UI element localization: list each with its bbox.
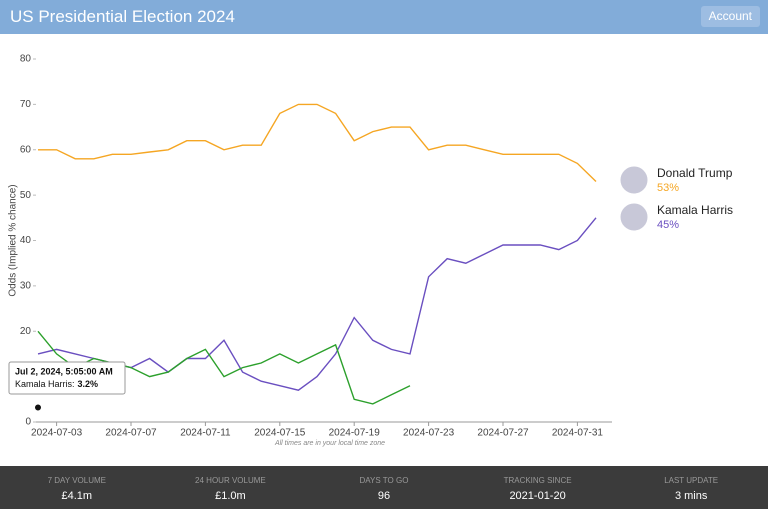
header: US Presidential Election 2024 Account	[0, 0, 768, 34]
x-tick-label: 2024-07-11	[180, 428, 231, 439]
stat-value: £1.0m	[215, 490, 246, 502]
x-tick-label: 2024-07-31	[552, 428, 604, 439]
tooltip-title: Jul 2, 2024, 5:05:00 AM	[15, 366, 113, 376]
x-tick-label: 2024-07-27	[477, 428, 529, 439]
series-line	[38, 103, 597, 183]
y-tick-label: 80	[20, 54, 32, 65]
page-title: US Presidential Election 2024	[10, 7, 235, 26]
tooltip-value: 3.2%	[78, 379, 99, 389]
tooltip-box	[8, 361, 126, 395]
stat: 24 HOUR VOLUME £1.0m	[154, 466, 308, 509]
y-tick-label: 20	[20, 326, 32, 337]
series-line	[37, 330, 411, 405]
x-tick-label: 2024-07-23	[403, 428, 455, 439]
stat-label: LAST UPDATE	[664, 476, 719, 485]
y-tick-label: 0	[25, 417, 31, 428]
candidate-avatar	[619, 165, 649, 195]
tooltip-label: Kamala Harris:	[15, 379, 75, 389]
stat: LAST UPDATE 3 mins	[614, 466, 768, 509]
y-axis-title: Odds (Implied % chance)	[8, 184, 19, 296]
legend-entry: Donald Trump 53%	[619, 165, 733, 195]
legend-name: Kamala Harris	[657, 203, 733, 217]
legend-name: Donald Trump	[657, 166, 733, 180]
tooltip-point	[34, 403, 42, 412]
account-button[interactable]: Account	[700, 6, 760, 27]
stat-value: 2021-01-20	[509, 490, 566, 502]
chart: 010203040506070802024-07-032024-07-07202…	[8, 54, 733, 447]
legend-value: 53%	[657, 182, 679, 194]
y-tick-label: 70	[20, 99, 32, 110]
stat-value: £4.1m	[61, 490, 93, 502]
y-tick-label: 60	[20, 144, 32, 155]
stat-label: DAYS TO GO	[359, 476, 409, 485]
tooltip-row: Kamala Harris: 3.2%	[15, 379, 98, 389]
y-tick-label: 50	[20, 190, 32, 201]
stat: 7 DAY VOLUME £4.1m	[0, 466, 154, 509]
tooltip: Jul 2, 2024, 5:05:00 AM Kamala Harris: 3.2…	[8, 361, 126, 395]
stat-value: 96	[377, 490, 391, 502]
y-tick-label: 40	[20, 235, 32, 246]
stat-label: TRACKING SINCE	[503, 476, 572, 485]
x-tick-label: 2024-07-15	[254, 428, 306, 439]
stat: TRACKING SINCE 2021-01-20	[461, 466, 615, 509]
stat-value: 3 mins	[674, 490, 708, 502]
legend-value: 45%	[657, 219, 679, 231]
y-tick-label: 30	[20, 281, 32, 292]
x-note: All times are in your local time zone	[274, 440, 385, 447]
x-tick-label: 2024-07-07	[105, 428, 157, 439]
legend-entry: Kamala Harris 45%	[619, 202, 733, 232]
footer: 7 DAY VOLUME £4.1m 24 HOUR VOLUME £1.0m DAYS…	[0, 466, 768, 509]
x-tick-label: 2024-07-19	[329, 428, 381, 439]
stat-label: 7 DAY VOLUME	[47, 476, 106, 485]
x-tick-label: 2024-07-03	[31, 428, 83, 439]
stat: DAYS TO GO 96	[307, 466, 461, 509]
candidate-avatar	[619, 202, 649, 232]
stat-label: 24 HOUR VOLUME	[195, 476, 266, 485]
